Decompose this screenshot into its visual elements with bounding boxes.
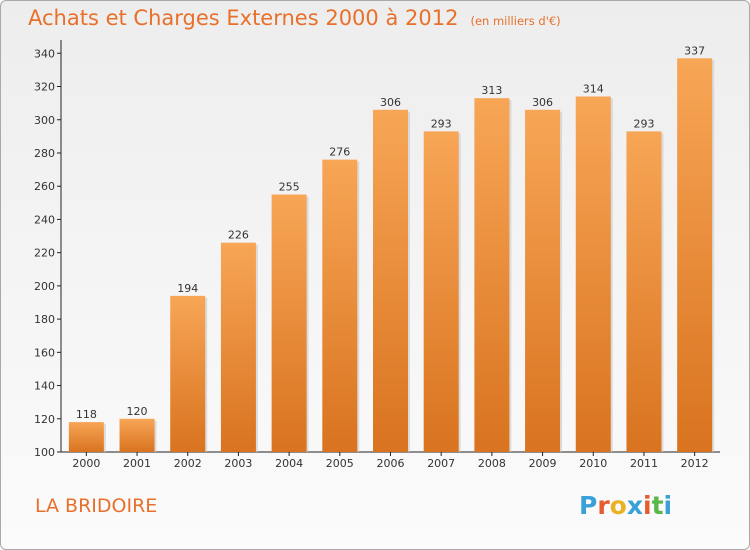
chart-title-text: Achats et Charges Externes 2000 à 2012 — [28, 6, 459, 30]
y-tick-label: 180 — [34, 313, 55, 326]
x-tick-label: 2005 — [326, 457, 354, 470]
bar — [423, 131, 459, 452]
bar-value-label: 293 — [633, 117, 654, 130]
bar-value-label: 306 — [380, 96, 401, 109]
y-tick-label: 240 — [34, 213, 55, 226]
y-tick-label: 340 — [34, 47, 55, 60]
x-tick-label: 2001 — [123, 457, 151, 470]
bar-value-label: 293 — [431, 117, 452, 130]
bar-value-label: 226 — [228, 229, 249, 242]
logo-letter: i — [663, 491, 673, 520]
x-tick-label: 2002 — [174, 457, 202, 470]
logo-letter: i — [643, 491, 652, 520]
bar-value-label: 314 — [583, 82, 604, 95]
logo-letter: t — [651, 491, 664, 520]
bar-value-label: 194 — [177, 282, 198, 295]
bar-value-label: 276 — [329, 146, 350, 159]
y-tick-label: 300 — [34, 114, 55, 127]
x-tick-label: 2004 — [275, 457, 303, 470]
bar — [626, 131, 662, 452]
y-tick-label: 320 — [34, 81, 55, 94]
bar-value-label: 118 — [76, 408, 97, 421]
y-tick-label: 140 — [34, 380, 55, 393]
place-name: LA BRIDOIRE — [35, 495, 158, 517]
bar-value-label: 313 — [481, 84, 502, 97]
x-tick-label: 2007 — [427, 457, 455, 470]
x-tick-label: 2003 — [224, 457, 252, 470]
logo-letter: x — [626, 491, 643, 520]
bar — [68, 422, 104, 452]
y-tick-label: 100 — [34, 446, 55, 459]
x-tick-label: 2000 — [72, 457, 100, 470]
logo-letter: r — [597, 491, 610, 520]
y-tick-label: 220 — [34, 247, 55, 260]
bar-value-label: 306 — [532, 96, 553, 109]
bar — [271, 194, 307, 453]
x-tick-label: 2008 — [478, 457, 506, 470]
bar — [677, 58, 713, 452]
bar — [373, 109, 408, 453]
bar — [474, 98, 510, 453]
chart-title: Achats et Charges Externes 2000 à 2012 (e… — [28, 6, 561, 30]
x-tick-label: 2012 — [681, 457, 709, 470]
logo-letter: P — [579, 491, 598, 520]
y-tick-label: 120 — [34, 413, 55, 426]
bar — [322, 159, 358, 452]
bar-value-label: 255 — [279, 181, 300, 194]
bar — [575, 96, 611, 452]
y-tick-label: 160 — [34, 346, 55, 359]
y-tick-label: 200 — [34, 280, 55, 293]
bar-value-label: 337 — [684, 44, 705, 57]
x-tick-label: 2011 — [630, 457, 658, 470]
bar — [525, 109, 561, 453]
bar — [119, 418, 155, 452]
bar — [220, 242, 256, 452]
proxiti-logo: Proxiti — [579, 491, 672, 520]
chart-subtitle: (en milliers d'€) — [470, 14, 561, 28]
y-tick-label: 260 — [34, 180, 55, 193]
logo-letter: o — [609, 491, 627, 520]
x-tick-label: 2010 — [579, 457, 607, 470]
y-tick-label: 280 — [34, 147, 55, 160]
x-tick-label: 2006 — [377, 457, 405, 470]
x-tick-label: 2009 — [529, 457, 557, 470]
bar-value-label: 120 — [127, 405, 148, 418]
bar — [170, 295, 206, 452]
